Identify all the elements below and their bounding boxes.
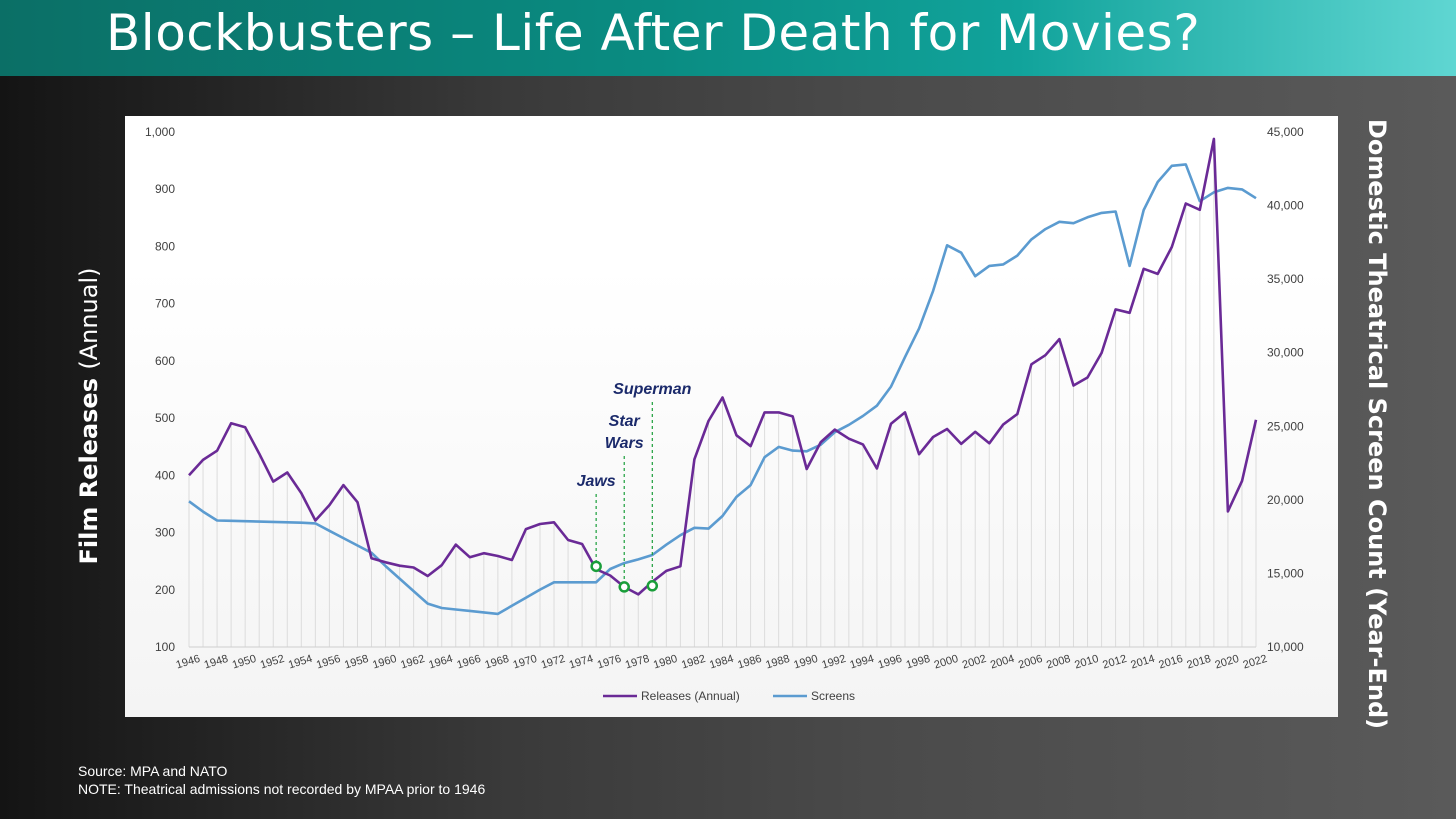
- left-tick-label: 400: [155, 468, 175, 482]
- x-tick-label: 1970: [512, 653, 539, 672]
- source-note: Source: MPA and NATO: [78, 763, 228, 779]
- x-tick-label: 1980: [652, 653, 679, 672]
- left-axis-title-light: (Annual): [75, 267, 103, 370]
- x-tick-label: 1968: [484, 653, 511, 672]
- x-tick-label: 1990: [792, 653, 819, 672]
- x-tick-label: 1996: [877, 653, 904, 672]
- x-tick-label: 1986: [736, 653, 763, 672]
- x-tick-label: 1972: [540, 653, 567, 672]
- left-tick-label: 900: [155, 182, 175, 196]
- x-tick-label: 1978: [624, 653, 651, 672]
- left-axis-title: Film Releases (Annual): [75, 267, 103, 564]
- right-tick-label: 20,000: [1267, 493, 1304, 507]
- annotation-label: Wars: [605, 435, 644, 452]
- right-tick-label: 10,000: [1267, 640, 1304, 654]
- x-tick-label: 1950: [231, 653, 258, 672]
- left-tick-label: 200: [155, 583, 175, 597]
- x-tick-label: 1998: [905, 653, 932, 672]
- legend-label: Releases (Annual): [641, 689, 740, 703]
- releases-line: [188, 137, 1258, 596]
- right-tick-label: 25,000: [1267, 419, 1304, 433]
- x-tick-label: 2018: [1186, 653, 1213, 672]
- right-axis-title: Domestic Theatrical Screen Count (Year-E…: [1363, 118, 1391, 730]
- left-tick-label: 100: [155, 640, 175, 654]
- x-tick-label: 2014: [1129, 653, 1156, 672]
- x-tick-label: 1976: [596, 653, 623, 672]
- x-tick-label: 1956: [315, 653, 342, 672]
- x-tick-label: 2012: [1101, 653, 1128, 672]
- x-tick-label: 2010: [1073, 653, 1100, 672]
- x-tick-label: 1948: [203, 653, 230, 672]
- right-tick-label: 35,000: [1267, 272, 1304, 286]
- x-tick-label: 1982: [680, 653, 707, 672]
- title-bar: Blockbusters – Life After Death for Movi…: [0, 0, 1456, 76]
- x-tick-label: 2000: [933, 653, 960, 672]
- chart-area: 100 200 300 400 500 600 700 800 900 1,000 10,000 15…: [125, 116, 1338, 717]
- chart-svg: 100 200 300 400 500 600 700 800 900 1,000 10,000 15…: [145, 125, 1304, 703]
- right-tick-label: 40,000: [1267, 199, 1304, 213]
- right-tick-label: 15,000: [1267, 566, 1304, 580]
- x-tick-label: 1958: [343, 653, 370, 672]
- right-tick-label: 30,000: [1267, 346, 1304, 360]
- screens-line: [188, 163, 1257, 616]
- x-tick-label: 1960: [371, 653, 398, 672]
- annotation-label: Superman: [613, 381, 691, 398]
- admissions-note: NOTE: Theatrical admissions not recorded…: [78, 781, 486, 797]
- left-tick-label: 1,000: [145, 125, 175, 139]
- x-tick-label: 1954: [287, 653, 314, 672]
- annotation-label: Star: [609, 413, 641, 430]
- x-tick-label: 2006: [1017, 653, 1044, 672]
- left-tick-label: 300: [155, 526, 175, 540]
- x-tick-label: 2002: [961, 653, 988, 672]
- x-tick-label: 2020: [1214, 653, 1241, 672]
- x-tick-label: 1992: [820, 653, 847, 672]
- x-tick-label: 2004: [989, 653, 1016, 672]
- legend-label: Screens: [811, 689, 855, 703]
- left-tick-label: 700: [155, 297, 175, 311]
- x-tick-label: 2022: [1242, 653, 1269, 672]
- x-tick-label: 1974: [568, 653, 595, 672]
- x-tick-label: 1988: [764, 653, 791, 672]
- left-tick-label: 800: [155, 239, 175, 253]
- right-tick-label: 45,000: [1267, 125, 1304, 139]
- x-tick-label: 1964: [427, 653, 454, 672]
- x-tick-label: 1966: [455, 653, 482, 672]
- x-tick-label: 1994: [849, 653, 876, 672]
- slide-title: Blockbusters – Life After Death for Movi…: [106, 4, 1201, 62]
- x-tick-label: 1952: [259, 653, 286, 672]
- left-tick-label: 500: [155, 411, 175, 425]
- annotation-marker: [618, 581, 630, 593]
- left-tick-label: 600: [155, 354, 175, 368]
- x-tick-label: 2008: [1045, 653, 1072, 672]
- x-tick-label: 1984: [708, 653, 735, 672]
- x-tick-label: 1946: [175, 653, 202, 672]
- annotation-label: Jaws: [577, 473, 616, 490]
- x-tick-label: 2016: [1157, 653, 1184, 672]
- left-axis-title-bold: Film Releases: [75, 378, 103, 565]
- annotation-marker: [646, 580, 659, 592]
- x-tick-label: 1962: [399, 653, 426, 672]
- legend: Releases (Annual) Screens: [603, 689, 855, 703]
- annotation-marker: [590, 560, 602, 573]
